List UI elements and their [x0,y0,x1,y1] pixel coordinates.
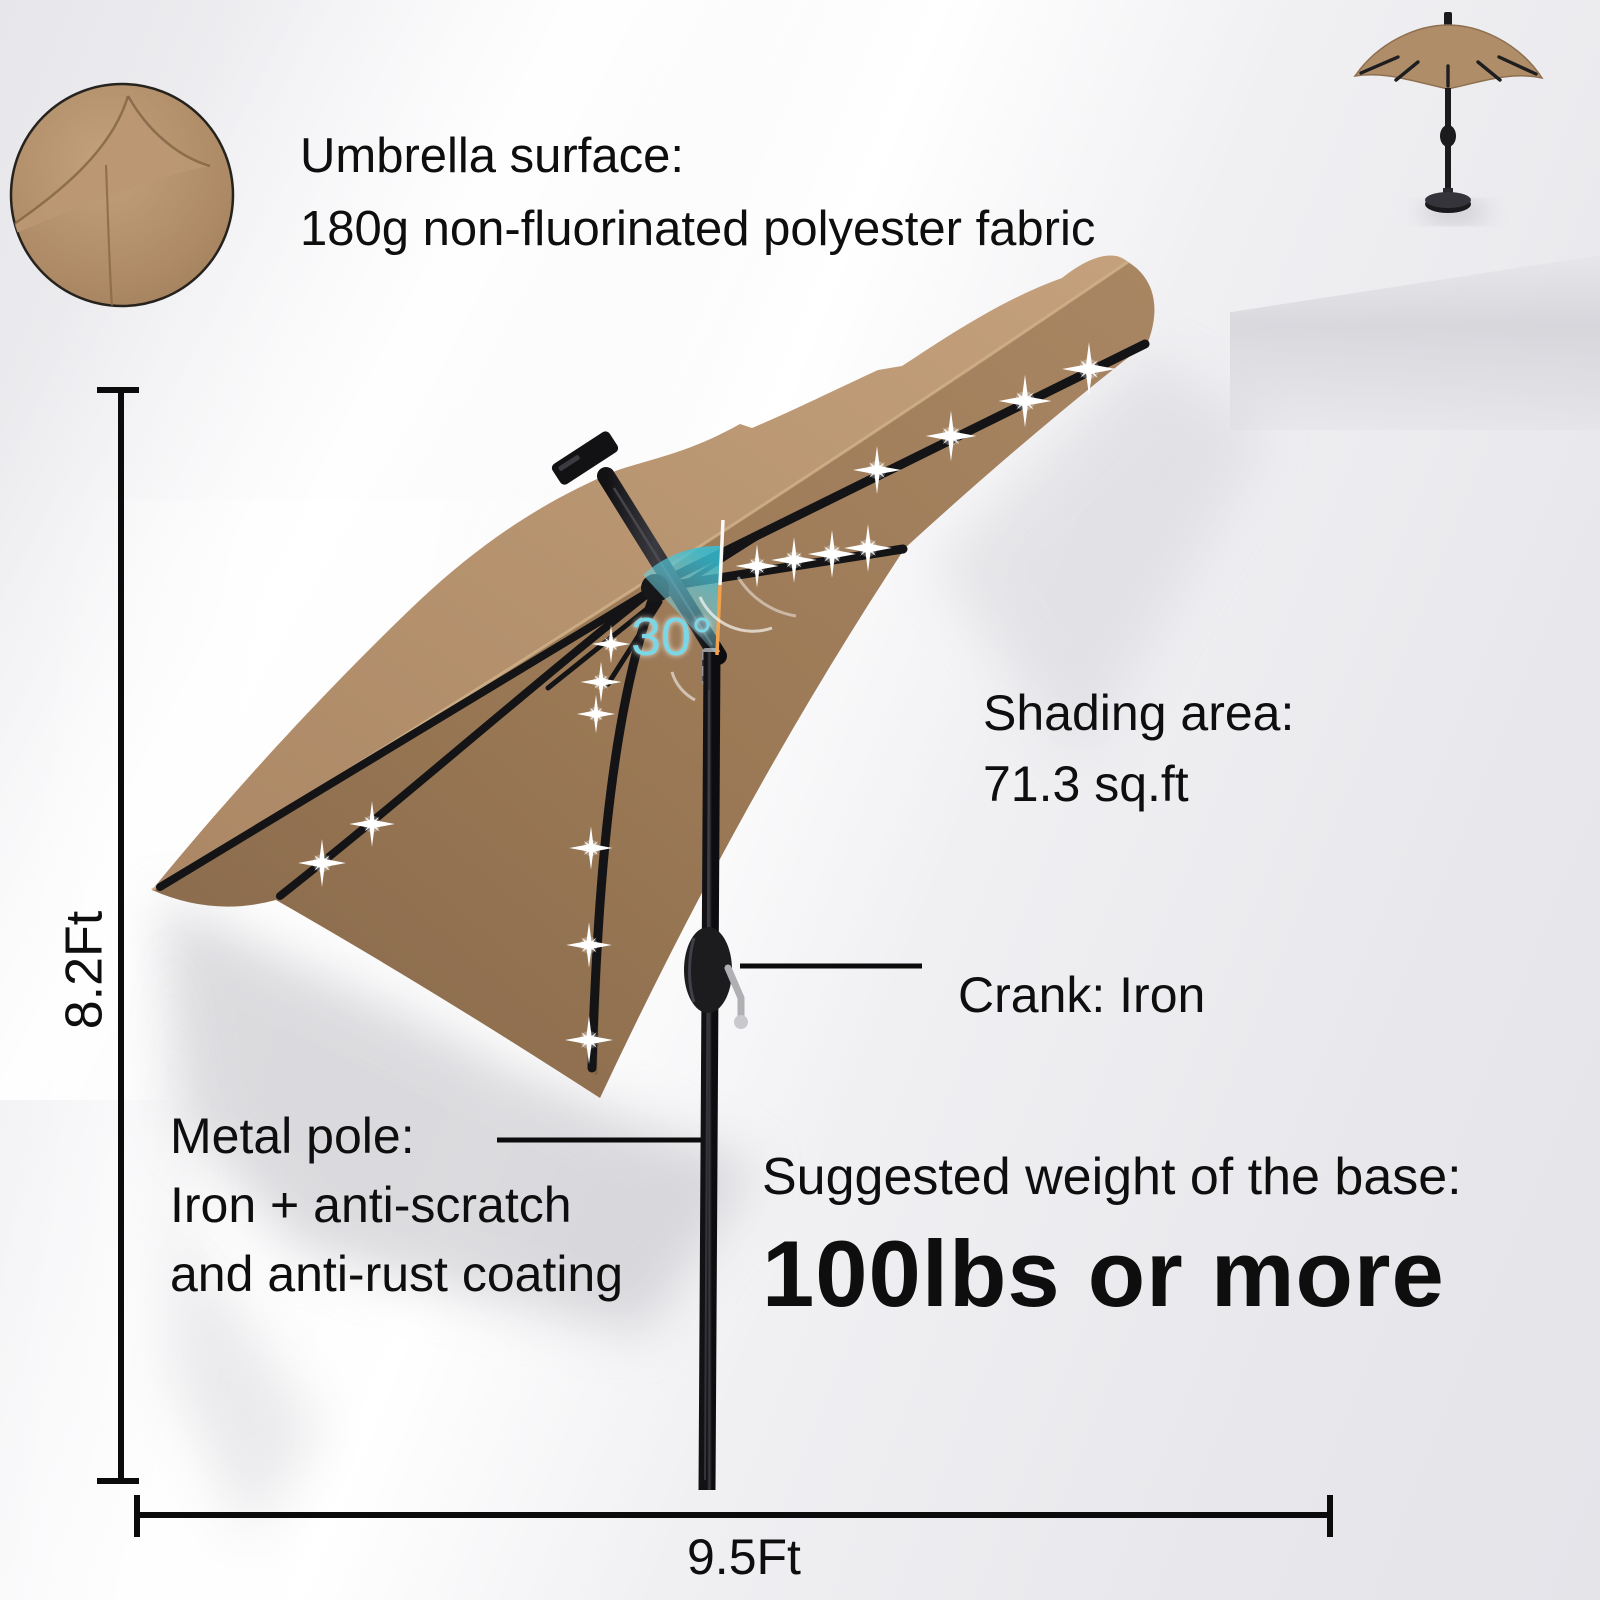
canopy-top-surface [152,255,1128,890]
metal-pole-callout: Metal pole: Iron + anti-scratch and anti… [170,1102,623,1309]
tilt-angle-label: 30° [631,607,713,667]
tilt-angle-wedge-icon [643,519,797,702]
vertical-pole [698,651,721,1491]
shading-callout-line1: Shading area: [983,685,1295,741]
solar-panel [551,431,619,485]
umbrella-illustration [151,255,1155,1491]
crank-handle [684,927,748,1029]
shading-area-callout: Shading area: 71.3 sq.ft [983,678,1294,820]
cast-shadows [162,352,1268,1540]
pole-callout-line3: and anti-rust coating [170,1246,624,1302]
base-weight-intro: Suggested weight of the base: [762,1148,1462,1206]
shading-callout-line2: 71.3 sq.ft [983,756,1189,812]
pole-callout-line2: Iron + anti-scratch [170,1177,572,1233]
base-weight-value: 100lbs or more [762,1221,1445,1326]
surface-callout-line1: Umbrella surface: [300,129,684,183]
fabric-swatch-icon [9,82,235,308]
pole-callout-line1: Metal pole: [170,1108,415,1164]
surface-callout-line2: 180g non-fluorinated polyester fabric [300,202,1096,256]
height-dimension-line [97,387,139,1484]
width-dimension-line [134,1495,1333,1537]
crank-callout: Crank: Iron [958,967,1206,1023]
canopy-underside [152,262,1155,1098]
width-dimension-label: 9.5Ft [687,1529,801,1585]
surface-callout: Umbrella surface: 180g non-fluorinated p… [300,120,1095,266]
base-weight-callout: Suggested weight of the base: 100lbs or … [762,1146,1462,1326]
mini-umbrella-icon [1353,12,1544,220]
height-dimension-label: 8.2Ft [55,910,114,1030]
